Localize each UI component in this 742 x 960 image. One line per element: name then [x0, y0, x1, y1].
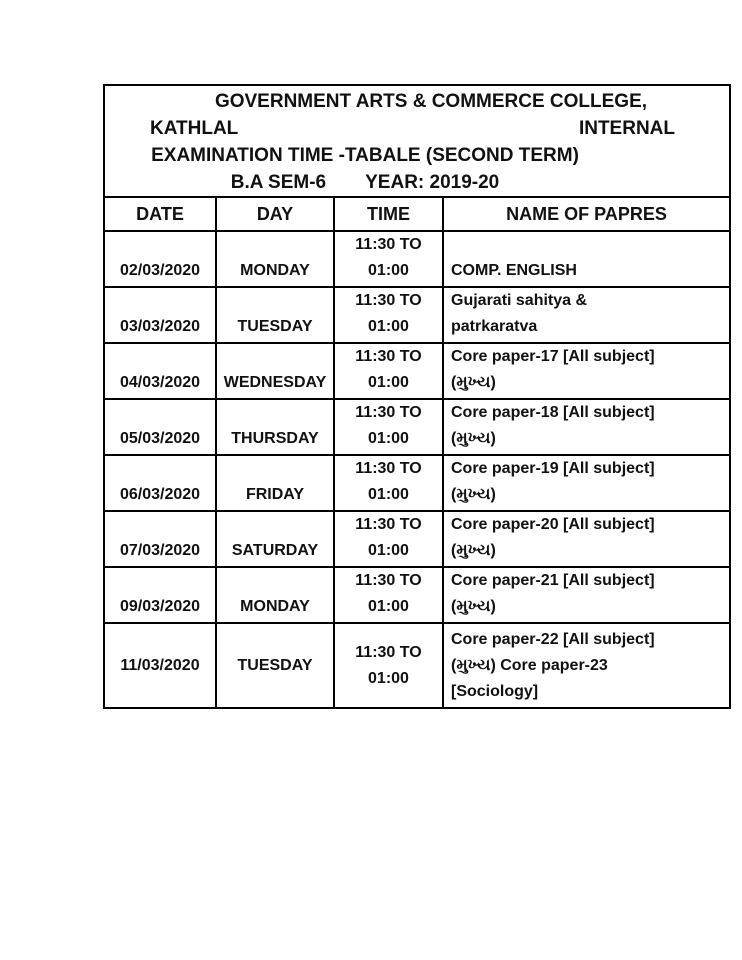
exam-date: 03/03/2020 [103, 286, 217, 344]
paper-name: Core paper-20 [All subject] (મુખ્ય) [441, 510, 732, 568]
exam-date: 05/03/2020 [103, 398, 217, 456]
exam-day: TUESDAY [215, 286, 335, 344]
paper-name-line: Core paper-18 [All subject] [451, 404, 655, 421]
exam-time-line: 11:30 TO [355, 292, 422, 309]
exam-date: 06/03/2020 [103, 454, 217, 512]
paper-name: COMP. ENGLISH [441, 230, 732, 288]
exam-time: 11:30 TO 01:00 [333, 454, 444, 512]
exam-day: TUESDAY [215, 622, 335, 709]
exam-time-line: 11:30 TO [355, 348, 422, 365]
paper-name-line: Core paper-21 [All subject] [451, 572, 655, 589]
col-header-paper: NAME OF PAPRES [441, 196, 732, 232]
exam-time: 11:30 TO 01:00 [333, 286, 444, 344]
exam-time-line: 01:00 [368, 374, 409, 391]
col-header-time: TIME [333, 196, 444, 232]
exam-day: THURSDAY [215, 398, 335, 456]
exam-date: 02/03/2020 [103, 230, 217, 288]
exam-day: WEDNESDAY [215, 342, 335, 400]
table-row: 11/03/2020 TUESDAY 11:30 TO 01:00 Core paper… [103, 622, 732, 709]
table-row: 06/03/2020 FRIDAY 11:30 TO 01:00 Core paper-… [103, 454, 732, 512]
paper-name: Core paper-18 [All subject] (મુખ્ય) [441, 398, 732, 456]
col-header-date: DATE [103, 196, 217, 232]
paper-name-line: (મુખ્ય) [451, 598, 496, 615]
college-location: KATHLAL [150, 118, 239, 139]
paper-name-line: (મુખ્ય) Core paper-23 [451, 657, 608, 674]
exam-date: 09/03/2020 [103, 566, 217, 624]
table-row: 03/03/2020 TUESDAY 11:30 TO 01:00 Gujarati s… [103, 286, 732, 344]
exam-time-line: 11:30 TO [355, 516, 422, 533]
internal-label: INTERNAL [578, 118, 676, 139]
table-row: 05/03/2020 THURSDAY 11:30 TO 01:00 Core pape… [103, 398, 732, 456]
exam-day: SATURDAY [215, 510, 335, 568]
paper-name-line: Core paper-19 [All subject] [451, 460, 655, 477]
paper-name-line: patrkaratva [451, 318, 538, 335]
paper-name-line: (મુખ્ય) [451, 430, 496, 447]
exam-date: 04/03/2020 [103, 342, 217, 400]
exam-day: MONDAY [215, 230, 335, 288]
exam-timetable-table: GOVERNMENT ARTS & COMMERCE COLLEGE, KATH… [102, 84, 732, 709]
title-line-4: B.A SEM-6 YEAR: 2019-20 [105, 169, 729, 196]
exam-time-line: 11:30 TO [355, 460, 422, 477]
paper-name-line: COMP. ENGLISH [451, 262, 577, 279]
exam-time-line: 01:00 [368, 318, 409, 335]
semester-label: B.A SEM-6 [230, 172, 327, 193]
table-row: 02/03/2020 MONDAY 11:30 TO 01:00 COMP. ENGLI… [103, 230, 732, 288]
paper-name-line: Core paper-17 [All subject] [451, 348, 655, 365]
table-row: 07/03/2020 SATURDAY 11:30 TO 01:00 Core pape… [103, 510, 732, 568]
year-label: YEAR: 2019-20 [365, 172, 500, 193]
paper-name: Core paper-22 [All subject] (મુખ્ય) Core … [441, 622, 732, 709]
exam-time-line: 01:00 [368, 542, 409, 559]
exam-time-line: 01:00 [368, 486, 409, 503]
paper-name-line: (મુખ્ય) [451, 542, 496, 559]
paper-name: Core paper-17 [All subject] (મુખ્ય) [441, 342, 732, 400]
exam-time: 11:30 TO 01:00 [333, 230, 444, 288]
exam-time: 11:30 TO 01:00 [333, 622, 444, 709]
exam-time-line: 11:30 TO [355, 572, 422, 589]
title-line-2: KATHLAL INTERNAL [105, 115, 729, 142]
column-header-row: DATE DAY TIME NAME OF PAPRES [103, 196, 732, 232]
paper-name-line: [Sociology] [451, 683, 539, 700]
col-header-day: DAY [215, 196, 335, 232]
exam-time-line: 01:00 [368, 262, 409, 279]
exam-time-line: 11:30 TO [355, 236, 422, 253]
title-row: GOVERNMENT ARTS & COMMERCE COLLEGE, KATH… [102, 84, 732, 198]
exam-time-line: 01:00 [368, 430, 409, 447]
exam-time: 11:30 TO 01:00 [333, 342, 444, 400]
paper-name-line: Gujarati sahitya & [451, 292, 588, 309]
exam-time: 11:30 TO 01:00 [333, 566, 444, 624]
paper-name: Core paper-19 [All subject] (મુખ્ય) [441, 454, 732, 512]
college-name: GOVERNMENT ARTS & COMMERCE COLLEGE, [214, 91, 648, 112]
exam-title: EXAMINATION TIME -TABALE (SECOND TERM) [151, 145, 579, 166]
exam-day: MONDAY [215, 566, 335, 624]
table-row: 04/03/2020 WEDNESDAY 11:30 TO 01:00 Core pap… [103, 342, 732, 400]
paper-name-line: (મુખ્ય) [451, 374, 496, 391]
exam-time: 11:30 TO 01:00 [333, 398, 444, 456]
table-title-block: GOVERNMENT ARTS & COMMERCE COLLEGE, KATH… [102, 84, 732, 198]
exam-time-line: 11:30 TO [355, 643, 422, 661]
paper-name-line: (મુખ્ય) [451, 486, 496, 503]
exam-day: FRIDAY [215, 454, 335, 512]
exam-time-line: 01:00 [368, 669, 409, 687]
exam-date: 07/03/2020 [103, 510, 217, 568]
paper-name-line: Core paper-20 [All subject] [451, 516, 655, 533]
exam-time: 11:30 TO 01:00 [333, 510, 444, 568]
table-row: 09/03/2020 MONDAY 11:30 TO 01:00 Core paper-… [103, 566, 732, 624]
paper-name: Gujarati sahitya & patrkaratva [441, 286, 732, 344]
paper-name: Core paper-21 [All subject] (મુખ્ય) [441, 566, 732, 624]
exam-time-line: 11:30 TO [355, 404, 422, 421]
paper-name-line: Core paper-22 [All subject] [451, 631, 655, 648]
exam-time-line: 01:00 [368, 598, 409, 615]
exam-date: 11/03/2020 [103, 622, 217, 709]
